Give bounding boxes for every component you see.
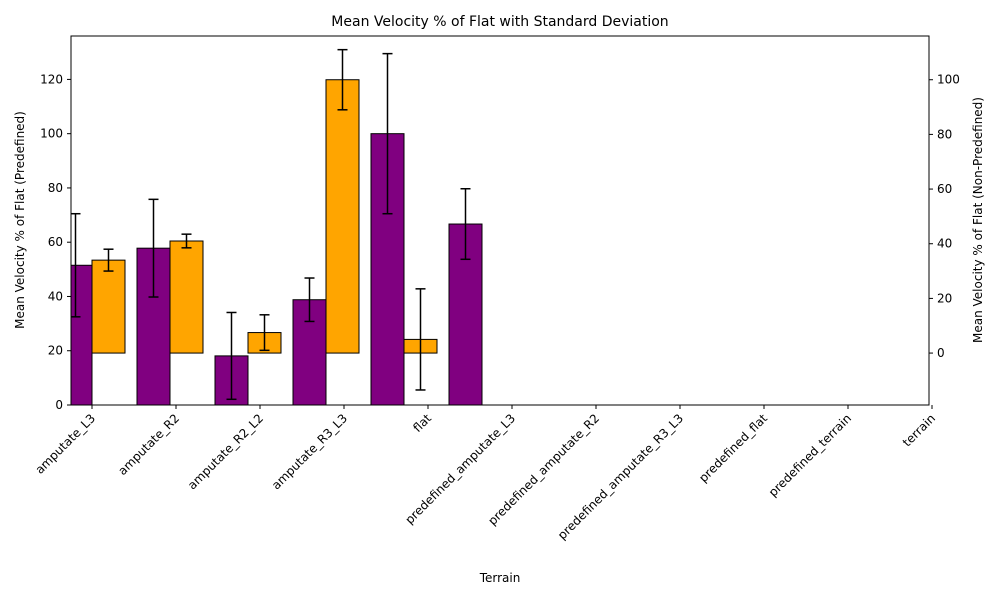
x-tick-label-flat: flat — [410, 411, 434, 435]
error-bars-layer — [70, 48, 471, 401]
x-tick-label-terrain: terrain — [900, 411, 938, 449]
x-axis-label: Terrain — [479, 571, 521, 585]
x-tick-label-amputate_R2_L2: amputate_R2_L2 — [185, 411, 266, 492]
y-right-tick-label-80: 80 — [937, 127, 952, 141]
y-left-tick-label-120: 120 — [40, 72, 63, 86]
x-tick-label-amputate_R2: amputate_R2 — [115, 411, 182, 478]
y-axis-right-label: Mean Velocity % of Flat (Non-Predefined) — [971, 97, 985, 343]
y-axis-left-label: Mean Velocity % of Flat (Predefined) — [13, 111, 27, 329]
y-left-tick-label-60: 60 — [48, 235, 63, 249]
chart-title: Mean Velocity % of Flat with Standard De… — [331, 14, 668, 30]
y-left-tick-label-80: 80 — [48, 181, 63, 195]
x-tick-label-amputate_R3_L3: amputate_R3_L3 — [269, 411, 350, 492]
x-tick-label-predefined_flat: predefined_flat — [696, 411, 770, 485]
y-right-tick-label-40: 40 — [937, 237, 952, 251]
bar-non-predefined-amputate_L3 — [91, 259, 126, 354]
y-right-tick-label-20: 20 — [937, 291, 952, 305]
bars-layer — [71, 79, 483, 405]
x-tick-label-predefined_terrain: predefined_terrain — [766, 411, 854, 499]
y-left-tick-label-0: 0 — [55, 398, 63, 412]
bar-non-predefined-amputate_R3_L3 — [325, 79, 360, 354]
y-left-tick-label-20: 20 — [48, 344, 63, 358]
plot-frame — [70, 35, 930, 406]
x-tick-label-amputate_L3: amputate_L3 — [33, 411, 99, 477]
bar-non-predefined-amputate_R2 — [169, 240, 204, 354]
y-right-tick-label-100: 100 — [937, 73, 960, 87]
y-left-tick-label-100: 100 — [40, 127, 63, 141]
y-right-tick-label-0: 0 — [937, 346, 945, 360]
y-right-tick-label-60: 60 — [937, 182, 952, 196]
y-left-tick-label-40: 40 — [48, 289, 63, 303]
